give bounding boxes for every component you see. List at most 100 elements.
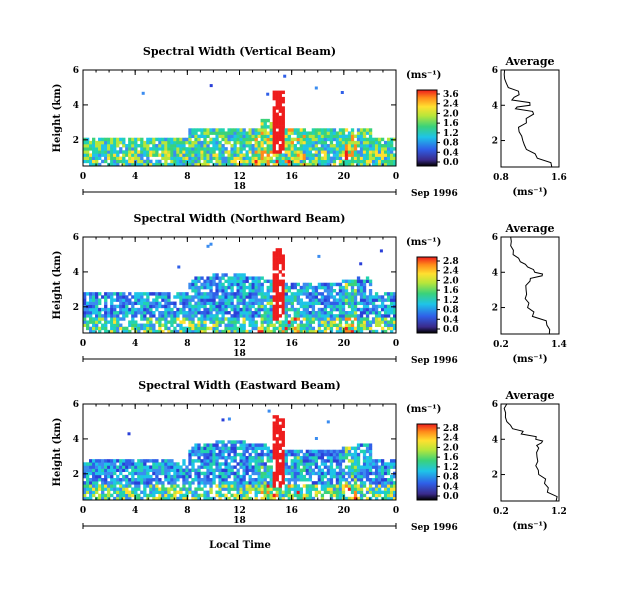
heatmap-cell [278, 496, 282, 501]
heatmap-cell [233, 156, 237, 161]
heatmap-cell [185, 471, 189, 476]
heatmap-cell [266, 144, 270, 148]
heatmap-cell [227, 282, 231, 287]
heatmap-cell [392, 153, 397, 157]
heatmap-cell [356, 285, 361, 290]
heatmap-cell [191, 289, 195, 293]
heatmap-cell [368, 487, 373, 491]
heatmap-cell [260, 474, 264, 479]
heatmap-cell [257, 159, 261, 164]
heatmap-cell [260, 443, 264, 447]
heatmap-cell [119, 292, 123, 296]
heatmap-cell [251, 317, 255, 321]
heatmap-cell [341, 285, 346, 290]
heatmap-cell [137, 311, 141, 315]
heatmap-cell [176, 484, 180, 488]
heatmap-cell [341, 487, 346, 491]
heatmap-cell [89, 162, 93, 167]
heatmap-cell [233, 326, 237, 331]
heatmap-cell [107, 140, 111, 145]
heatmap-cell [281, 100, 285, 104]
heatmap-cell [98, 320, 102, 324]
heatmap-cell [122, 487, 126, 491]
heatmap-cell [359, 323, 364, 328]
heatmap-cell [338, 147, 343, 151]
heatmap-cell [257, 298, 261, 302]
heatmap-cell [239, 137, 243, 142]
average-y-tick-label: 6 [492, 400, 498, 410]
heatmap-cell [122, 317, 126, 321]
heatmap-cell [386, 144, 391, 148]
heatmap-cell [344, 285, 349, 290]
heatmap-cell [164, 326, 168, 331]
heatmap-cell [260, 329, 264, 334]
heatmap-cell [341, 314, 346, 318]
heatmap-cell [146, 493, 150, 498]
heatmap-cell [173, 317, 177, 321]
heatmap-cell [149, 137, 153, 142]
heatmap-cell [356, 478, 361, 482]
heatmap-cell [92, 153, 96, 157]
heatmap-cell [302, 153, 307, 157]
heatmap-cell [365, 496, 370, 501]
heatmap-cell [284, 490, 288, 495]
heatmap-cell [209, 326, 213, 331]
heatmap-cell [350, 496, 355, 501]
heatmap-cell [86, 326, 90, 331]
heatmap-cell [257, 147, 261, 151]
heatmap-cell [161, 317, 165, 321]
heatmap-cell [206, 481, 210, 485]
heatmap-cell [344, 153, 349, 157]
heatmap-cell [176, 496, 180, 501]
heatmap-cell [359, 285, 364, 290]
heatmap-cell [104, 484, 108, 488]
heatmap-cell [305, 329, 310, 334]
heatmap-cell [263, 481, 267, 485]
heatmap-cell [380, 462, 385, 466]
heatmap-cell [245, 462, 249, 466]
heatmap-cell [344, 279, 349, 284]
heatmap-cell [239, 452, 243, 457]
heatmap-cell [182, 314, 186, 318]
heatmap-cell [197, 150, 201, 154]
heatmap-cell [275, 326, 279, 331]
heatmap-cell [122, 304, 126, 309]
heatmap-cell [200, 478, 204, 482]
heatmap-cell [281, 112, 285, 117]
heatmap-cell [338, 487, 343, 491]
heatmap-cell [266, 496, 270, 501]
heatmap-cell [302, 478, 307, 482]
heatmap-cell [305, 292, 310, 296]
heatmap-cell [368, 490, 373, 495]
heatmap-cell [287, 150, 291, 154]
heatmap-cell [257, 468, 261, 473]
heatmap-cell [188, 307, 192, 312]
y-tick-label: 6 [73, 400, 79, 410]
heatmap-cell [227, 276, 231, 280]
heatmap-cell [269, 301, 273, 306]
heatmap-cell [317, 159, 322, 164]
heatmap-cell [149, 301, 153, 306]
heatmap-cell [239, 446, 243, 451]
heatmap-cell [89, 317, 93, 321]
heatmap-cell [161, 490, 165, 495]
heatmap-cell [194, 301, 198, 306]
heatmap-cell [194, 162, 198, 167]
heatmap-cell [218, 490, 222, 495]
heatmap-cell [158, 493, 162, 498]
heatmap-cell [317, 323, 322, 328]
heatmap-cell [209, 478, 213, 482]
heatmap-cell [320, 320, 325, 324]
heatmap-cell [296, 140, 300, 145]
heatmap-cell [320, 462, 325, 466]
heatmap-cell [284, 307, 288, 312]
heatmap-cell [269, 490, 273, 495]
heatmap-cell [122, 468, 126, 473]
heatmap-cell [215, 468, 219, 473]
heatmap-cell [362, 320, 367, 324]
heatmap-cell [290, 452, 294, 457]
heatmap-cell [137, 295, 141, 299]
heatmap-cell [320, 481, 325, 485]
heatmap-cell [281, 260, 285, 265]
heatmap-cell [266, 92, 270, 96]
